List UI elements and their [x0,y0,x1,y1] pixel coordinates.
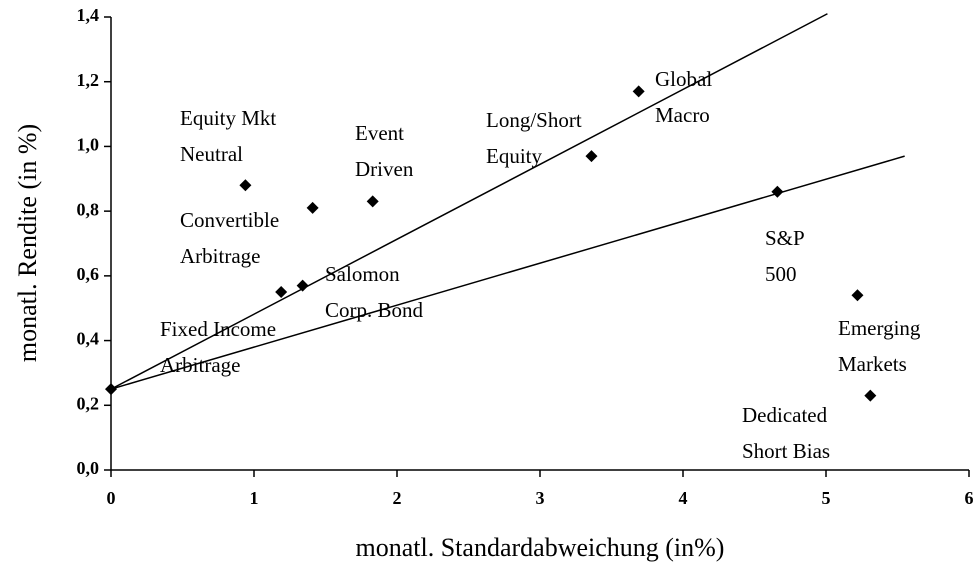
y-tick-label: 1,0 [77,135,100,155]
point-label: Convertible [180,208,279,232]
point-label: Emerging [838,316,921,340]
point-label: Fixed Income [160,317,276,341]
point-label: Arbitrage [180,244,260,268]
point [771,185,784,198]
y-axis-title: monatl. Rendite (in %) [13,124,42,362]
point [585,150,598,163]
point [851,289,864,302]
point [105,383,117,396]
x-tick-label: 3 [536,488,545,508]
point-label: 500 [765,262,797,286]
x-tick-label: 0 [107,488,116,508]
point [366,195,379,208]
point-label: Short Bias [742,439,830,463]
point [296,279,309,292]
point-label: Corp. Bond [325,298,424,322]
y-tick-label: 0,2 [77,393,100,413]
point [864,389,877,402]
point-label: Long/Short [486,108,582,132]
trend-line [110,13,828,390]
x-tick-label: 5 [822,488,831,508]
point-label: Macro [655,103,710,127]
point-label: Global [655,67,712,91]
x-tick-label: 1 [250,488,259,508]
point-label: Dedicated [742,403,828,427]
point [306,201,319,214]
point-label: S&P [765,226,805,250]
x-tick-label: 2 [393,488,402,508]
point [275,286,288,299]
point [239,179,252,192]
x-tick-label: 4 [679,488,688,508]
y-tick-label: 0,0 [77,458,100,478]
y-tick-label: 0,4 [77,329,100,349]
point-label: Neutral [180,142,243,166]
trend-line [110,155,905,390]
y-tick-label: 0,6 [77,264,100,284]
y-tick-label: 1,4 [77,5,100,25]
x-axis-title: monatl. Standardabweichung (in%) [356,533,725,562]
y-tick-label: 1,2 [77,70,100,90]
point-label: Markets [838,352,907,376]
point-label: Equity Mkt [180,106,276,130]
point [632,85,645,98]
x-tick-label: 6 [965,488,974,508]
point-label: Salomon [325,262,400,286]
point-label: Arbitrage [160,353,240,377]
point-label: Equity [486,144,542,168]
point-label: Driven [355,157,414,181]
point-label: Event [355,121,404,145]
y-tick-label: 0,8 [77,199,100,219]
